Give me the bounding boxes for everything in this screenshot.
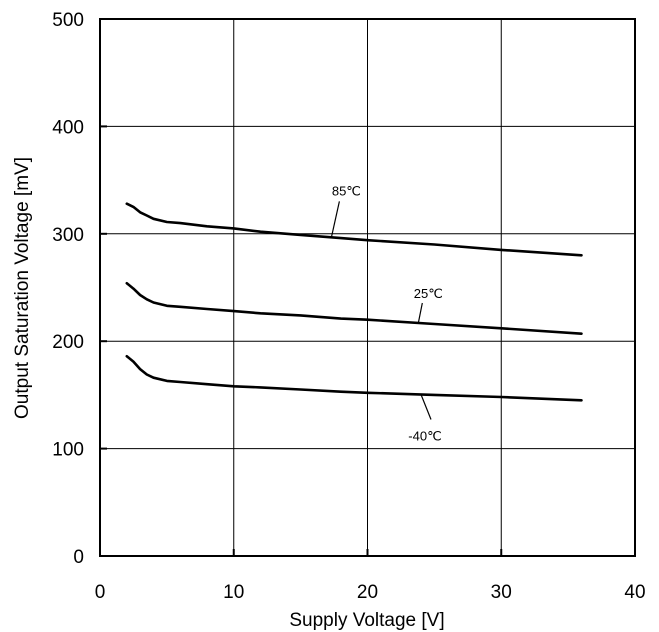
x-tick-label: 10 bbox=[223, 582, 244, 603]
series-label: 85℃ bbox=[332, 183, 361, 198]
y-tick-label: 200 bbox=[52, 332, 84, 353]
series-label: 25℃ bbox=[414, 286, 443, 301]
series-leader-line bbox=[420, 394, 432, 420]
series-leader-line bbox=[417, 302, 423, 324]
x-tick-label: 40 bbox=[624, 582, 645, 603]
series-label: -40℃ bbox=[408, 428, 441, 443]
x-tick-label: 0 bbox=[95, 582, 106, 603]
series-line-2 bbox=[125, 354, 583, 402]
y-tick-label: 400 bbox=[52, 117, 84, 138]
grid-lines bbox=[100, 19, 635, 556]
series-line-0 bbox=[125, 202, 583, 257]
x-tick-label: 30 bbox=[491, 582, 512, 603]
series-labels: 85℃ 25℃ -40℃ bbox=[330, 183, 443, 443]
axis-ticks bbox=[99, 18, 636, 557]
y-tick-label: 0 bbox=[73, 547, 84, 568]
series-line-1 bbox=[125, 281, 583, 336]
x-tick-label: 20 bbox=[357, 582, 378, 603]
y-axis-title: Output Saturation Voltage [mV] bbox=[12, 157, 33, 419]
series-lines bbox=[125, 202, 583, 402]
series-leader-line bbox=[330, 201, 340, 238]
y-tick-label: 100 bbox=[52, 440, 84, 461]
y-tick-label: 300 bbox=[52, 225, 84, 246]
y-tick-label: 500 bbox=[52, 10, 84, 31]
x-axis-title: Supply Voltage [V] bbox=[289, 610, 444, 631]
